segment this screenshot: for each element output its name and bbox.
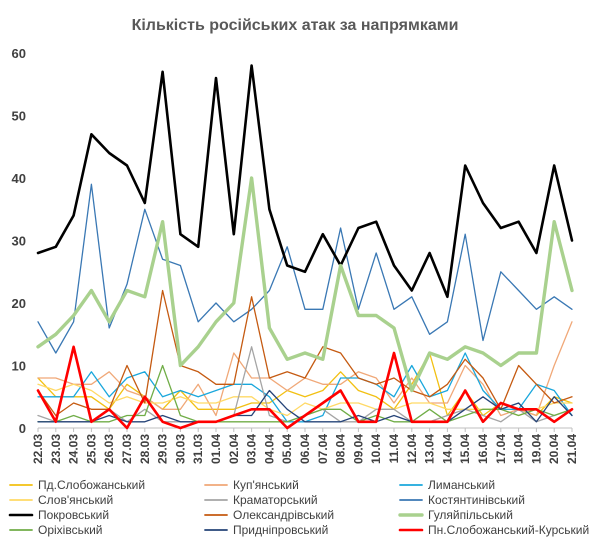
series-lines	[36, 64, 574, 430]
legend-label: Слов'янський	[38, 493, 113, 507]
series-line	[36, 176, 574, 393]
x-tick-label: 19.04	[529, 434, 543, 464]
x-tick-label: 28.03	[138, 434, 152, 464]
x-tick-label: 16.04	[476, 434, 490, 464]
legend-label: Придніпровський	[233, 523, 328, 537]
x-tick-label: 25.03	[84, 434, 98, 464]
series-line	[36, 64, 574, 299]
y-tick-label: 20	[12, 296, 26, 311]
x-tick-label: 21.04	[565, 434, 579, 464]
series-line	[37, 352, 573, 417]
x-tick-label: 20.04	[547, 434, 561, 464]
x-tick-label: 24.03	[67, 434, 81, 464]
legend-label: Костянтинівський	[428, 493, 525, 507]
chart-title: Кількість російських атак за напрямками	[132, 17, 459, 34]
y-tick-label: 10	[12, 359, 26, 374]
x-tick-label: 17.04	[494, 434, 508, 464]
x-tick-label: 26.03	[102, 434, 116, 464]
y-tick-label: 30	[12, 234, 26, 249]
x-tick-label: 06.04	[298, 434, 312, 464]
y-tick-label: 50	[12, 109, 26, 124]
legend-label: Покровський	[38, 508, 109, 522]
legend-label: Оріхівський	[38, 523, 103, 537]
series-line	[37, 183, 573, 354]
x-tick-label: 10.04	[369, 434, 383, 464]
legend-label: Пд.Слобожанський	[38, 478, 145, 492]
x-tick-label: 18.04	[512, 434, 526, 464]
x-tick-label: 07.04	[316, 434, 330, 464]
x-tick-label: 03.04	[245, 434, 259, 464]
y-tick-label: 60	[12, 46, 26, 61]
y-tick-label: 0	[19, 421, 26, 436]
x-tick-label: 02.04	[227, 434, 241, 464]
series-line	[37, 289, 573, 417]
x-tick-label: 15.04	[458, 434, 472, 464]
x-tick-label: 29.03	[156, 434, 170, 464]
x-tick-label: 23.03	[49, 434, 63, 464]
x-tick-label: 04.04	[262, 434, 276, 464]
y-tick-label: 40	[12, 171, 26, 186]
legend: Пд.Слобожанський Куп'янський Лиманський Сло…	[8, 478, 589, 537]
legend-label: Пн.Слобожанський-Курський	[428, 523, 589, 537]
legend-label: Куп'янський	[233, 478, 299, 492]
x-tick-label: 09.04	[351, 434, 365, 464]
legend-label: Лиманський	[428, 478, 495, 492]
x-axis: 22.03 23.03 24.03 25.03 26.03 27.03 28.03 29.03…	[31, 427, 579, 464]
x-tick-label: 08.04	[334, 434, 348, 464]
series-line	[37, 389, 573, 423]
series-line	[37, 321, 573, 417]
legend-label: Олександрівський	[233, 508, 334, 522]
legend-label: Краматорський	[233, 493, 318, 507]
x-tick-label: 13.04	[423, 434, 437, 464]
x-tick-label: 27.03	[120, 434, 134, 464]
x-tick-label: 30.03	[173, 434, 187, 464]
x-tick-label: 05.04	[280, 434, 294, 464]
legend-label: Гуляйпільський	[428, 508, 513, 522]
x-tick-label: 31.03	[191, 434, 205, 464]
x-tick-label: 01.04	[209, 434, 223, 464]
x-tick-label: 11.04	[387, 434, 401, 464]
series-line	[36, 345, 574, 430]
x-tick-label: 22.03	[31, 434, 45, 464]
x-tick-label: 12.04	[405, 434, 419, 464]
y-axis: 0 10 20 30 40 50 60	[12, 46, 26, 436]
x-tick-label: 14.04	[440, 434, 454, 464]
